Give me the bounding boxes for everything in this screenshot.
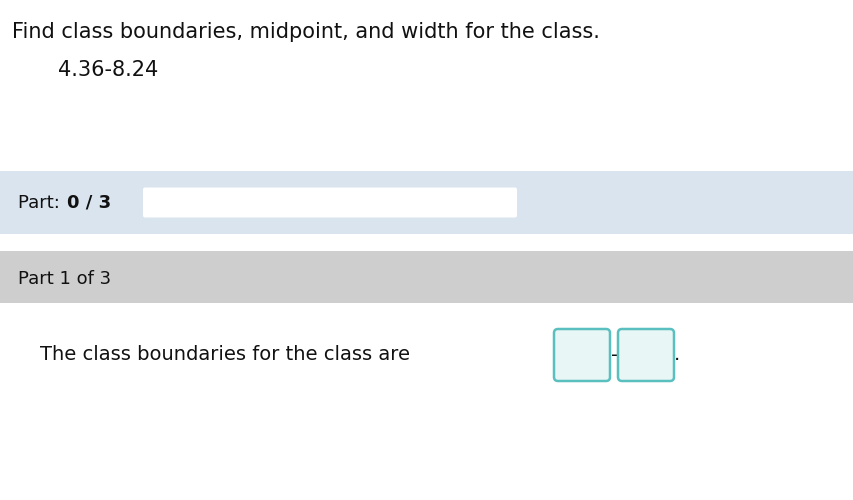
Text: Part 1 of 3: Part 1 of 3 <box>18 270 111 288</box>
FancyBboxPatch shape <box>0 251 853 307</box>
FancyBboxPatch shape <box>0 303 853 500</box>
FancyBboxPatch shape <box>618 329 673 381</box>
Text: .: . <box>673 346 680 364</box>
Text: The class boundaries for the class are: The class boundaries for the class are <box>40 346 409 364</box>
Text: 4.36-8.24: 4.36-8.24 <box>58 60 158 80</box>
FancyBboxPatch shape <box>142 188 516 218</box>
Text: Part:: Part: <box>18 194 66 212</box>
Text: 0 / 3: 0 / 3 <box>67 194 111 212</box>
Text: Find class boundaries, midpoint, and width for the class.: Find class boundaries, midpoint, and wid… <box>12 22 599 42</box>
Text: -: - <box>610 346 618 364</box>
FancyBboxPatch shape <box>554 329 609 381</box>
FancyBboxPatch shape <box>0 171 853 234</box>
